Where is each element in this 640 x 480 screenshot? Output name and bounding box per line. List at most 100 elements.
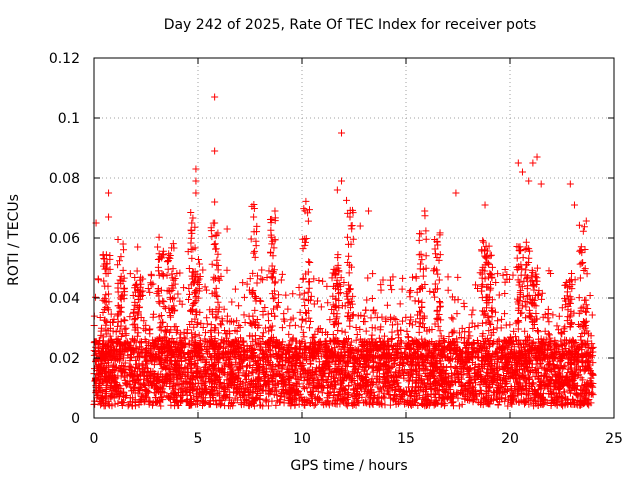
data-point	[131, 402, 139, 410]
data-point	[480, 337, 488, 345]
data-point	[388, 328, 396, 336]
data-point	[399, 317, 407, 325]
data-point	[369, 270, 377, 278]
data-point	[384, 387, 392, 395]
data-point	[257, 275, 265, 283]
data-point	[476, 345, 484, 353]
data-point	[492, 363, 500, 371]
data-point	[493, 337, 501, 345]
data-point	[454, 389, 462, 397]
data-point	[299, 370, 307, 378]
data-point	[522, 360, 530, 368]
data-point	[346, 304, 354, 312]
data-point	[360, 312, 368, 320]
data-point	[162, 380, 170, 388]
data-point	[189, 372, 197, 380]
data-point	[122, 331, 130, 339]
data-point	[543, 398, 551, 406]
data-point	[424, 396, 432, 404]
data-point	[107, 346, 115, 354]
data-point	[447, 378, 455, 386]
data-point	[279, 345, 287, 353]
data-point	[132, 364, 140, 372]
data-point	[426, 287, 434, 295]
data-point	[518, 373, 526, 381]
data-point	[245, 400, 253, 408]
data-point	[203, 389, 211, 397]
data-point	[368, 331, 376, 339]
data-point	[525, 400, 533, 408]
data-point	[172, 397, 180, 405]
data-point	[529, 325, 537, 333]
data-point	[319, 373, 327, 381]
data-point	[352, 323, 360, 331]
data-point	[122, 324, 130, 332]
data-point	[505, 338, 513, 346]
data-point	[339, 340, 347, 348]
data-point	[256, 334, 264, 342]
data-point	[265, 378, 273, 386]
data-point	[155, 384, 163, 392]
data-point	[340, 369, 348, 377]
data-point	[364, 274, 372, 282]
data-point	[259, 338, 267, 346]
data-point	[430, 401, 438, 409]
data-point	[465, 323, 473, 331]
data-point	[95, 276, 103, 284]
data-point	[524, 394, 532, 402]
data-point	[289, 290, 297, 298]
data-point	[454, 375, 462, 383]
data-point	[339, 385, 347, 393]
data-point	[270, 372, 278, 380]
data-point	[468, 353, 476, 361]
data-point	[213, 400, 221, 408]
data-point	[369, 358, 377, 366]
data-point	[295, 284, 303, 292]
data-point	[95, 347, 103, 355]
data-point	[454, 273, 462, 281]
data-point	[436, 327, 444, 335]
data-point	[178, 391, 186, 399]
data-point	[578, 389, 586, 397]
data-point	[373, 372, 381, 380]
data-point	[458, 390, 466, 398]
data-point	[265, 267, 273, 275]
data-point	[310, 300, 318, 308]
data-point	[504, 354, 512, 362]
data-point	[528, 381, 536, 389]
data-point	[347, 338, 355, 346]
data-point	[140, 354, 148, 362]
data-point	[446, 383, 454, 391]
data-point	[566, 360, 574, 368]
data-point	[96, 313, 104, 321]
data-point	[586, 292, 594, 300]
data-point	[237, 359, 245, 367]
data-point	[505, 373, 513, 381]
data-point	[437, 360, 445, 368]
data-point	[263, 339, 271, 347]
data-point	[449, 329, 457, 337]
data-point	[399, 274, 407, 282]
data-point	[296, 308, 304, 316]
data-point	[280, 310, 288, 318]
data-point	[549, 349, 557, 357]
data-point	[260, 368, 268, 376]
data-point	[529, 379, 537, 387]
data-point	[560, 327, 568, 335]
data-point	[444, 273, 452, 281]
data-point	[185, 354, 193, 362]
data-point	[299, 328, 307, 336]
data-point	[267, 347, 275, 355]
data-point	[317, 372, 325, 380]
data-point	[535, 392, 543, 400]
data-point	[522, 374, 530, 382]
data-point	[536, 398, 544, 406]
data-point	[160, 358, 168, 366]
data-point	[146, 330, 154, 338]
data-point	[472, 387, 480, 395]
data-point	[537, 391, 545, 399]
data-point	[227, 375, 235, 383]
data-point	[147, 345, 155, 353]
data-point	[314, 376, 322, 384]
data-point	[326, 316, 334, 324]
